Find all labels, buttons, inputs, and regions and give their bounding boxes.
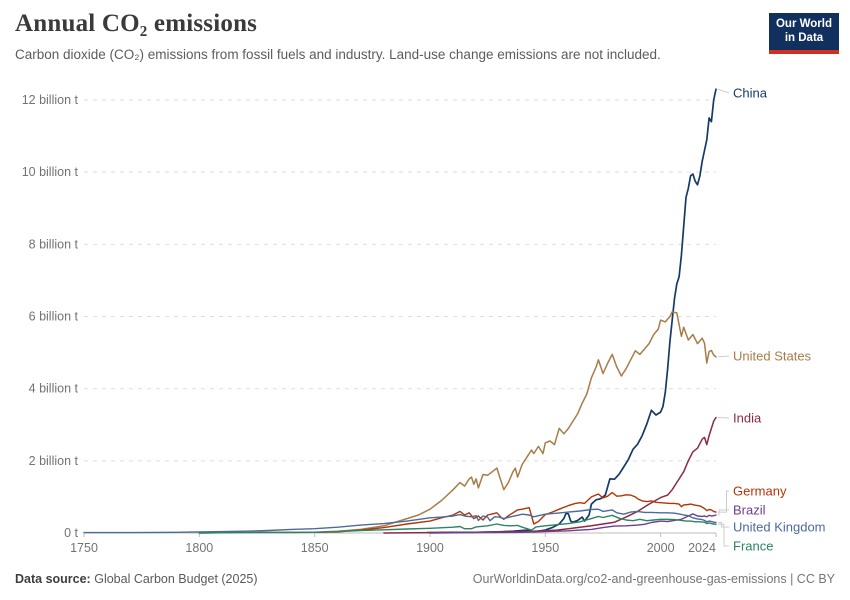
chart-subtitle: Carbon dioxide (CO₂) emissions from foss… [15,47,661,62]
owid-logo-text: Our World in Data [769,13,839,50]
label-connector-germany [718,490,729,513]
y-axis-label-4: 4 billion t [29,382,79,396]
x-axis-label-1850: 1850 [301,541,329,555]
series-line-united-kingdom[interactable] [83,508,717,534]
series-line-united-states[interactable] [198,311,717,534]
label-connector-brazil [718,509,729,516]
series-label-brazil[interactable]: Brazil [733,503,766,518]
label-connector-india [717,417,730,419]
series-line-china[interactable] [426,88,717,534]
series-label-china[interactable]: China [733,86,768,101]
x-axis-label-2000: 2000 [647,541,675,555]
page-title: Annual CO₂ emissions [15,10,258,37]
label-connector-china [717,88,730,94]
y-axis-label-12: 12 billion t [22,93,79,107]
series-label-india[interactable]: India [733,411,762,426]
series-line-india[interactable] [383,416,717,534]
data-source-value: Global Carbon Budget (2025) [94,572,258,586]
owid-logo-red-bar [769,49,839,54]
x-axis-label-1750: 1750 [70,541,98,555]
series-line-brazil[interactable] [429,513,717,534]
x-axis-label-1950: 1950 [531,541,559,555]
label-connector-france [718,523,729,547]
credit-link[interactable]: OurWorldinData.org/co2-and-greenhouse-ga… [472,572,835,586]
y-axis-label-2: 2 billion t [29,454,79,468]
chart-footer: Data source: Global Carbon Budget (2025)… [15,572,835,586]
owid-logo-line1: Our World [775,18,832,30]
series-line-france[interactable] [198,514,717,534]
series-label-france[interactable]: France [733,539,773,554]
y-axis-label-8: 8 billion t [29,237,79,251]
owid-logo[interactable]: Our World in Data [769,13,839,54]
y-axis-label-0: 0 t [64,526,78,540]
data-source-label: Data source: [15,572,91,586]
series-label-united-kingdom[interactable]: United Kingdom [733,520,826,535]
data-source: Data source: Global Carbon Budget (2025) [15,572,258,586]
x-axis-label-2024: 2024 [688,541,716,555]
x-axis-label-1800: 1800 [185,541,213,555]
chart-header: Annual CO₂ emissions Our World in Data C… [15,10,839,62]
x-axis-label-1900: 1900 [416,541,444,555]
series-label-germany[interactable]: Germany [733,484,787,499]
y-axis-label-6: 6 billion t [29,310,79,324]
owid-logo-line2: in Data [784,31,824,44]
y-axis-label-10: 10 billion t [22,165,79,179]
label-connector-united-states [717,355,730,358]
series-label-united-states[interactable]: United States [733,349,812,364]
